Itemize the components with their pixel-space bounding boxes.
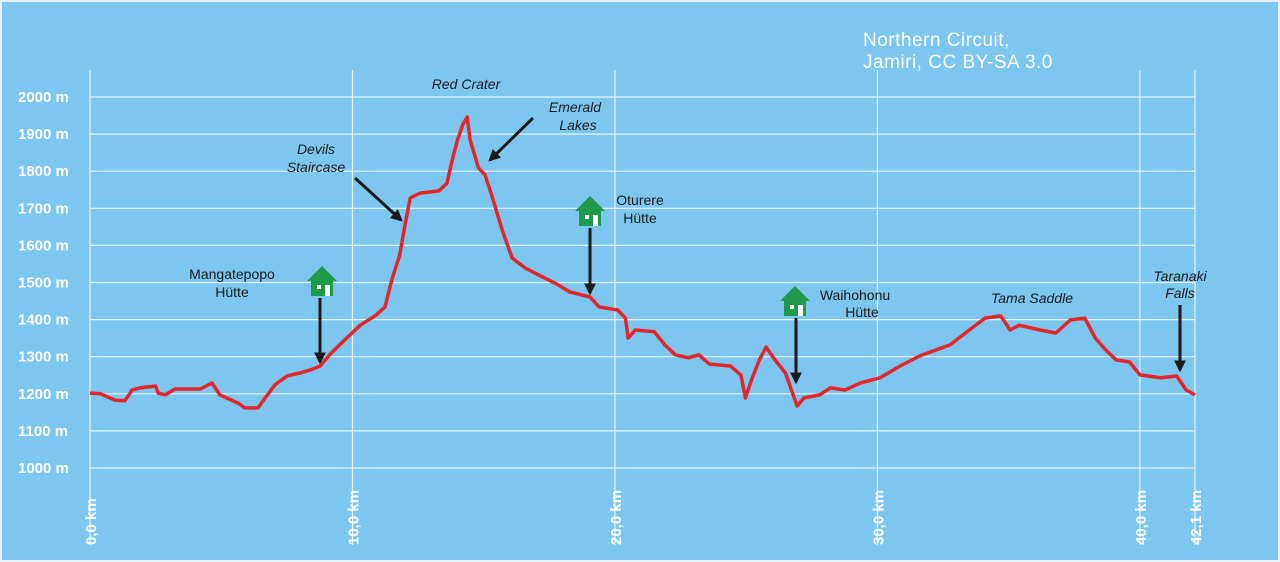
annotation: Waihohonu Hütte — [820, 287, 890, 320]
x-tick-label: 30,0 km — [870, 490, 887, 545]
arrow — [488, 116, 535, 162]
annotation-line: Falls — [1165, 285, 1195, 301]
annotation-line: Mangatepopo — [189, 266, 275, 282]
annotation-line: Staircase — [287, 159, 346, 175]
y-tick-label: 1500 m — [18, 275, 69, 292]
annotation: Tama Saddle — [991, 290, 1073, 306]
y-tick-label: 2000 m — [18, 89, 69, 106]
y-tick-label: 1000 m — [18, 460, 69, 477]
title-line: Northern Circuit, — [863, 30, 1010, 51]
annotation: Red Crater — [432, 76, 502, 92]
annotation: Mangatepopo Hütte — [189, 266, 275, 300]
y-tick-label: 1300 m — [18, 349, 69, 366]
grid — [89, 70, 1196, 545]
annotation-line: Lakes — [559, 117, 596, 133]
annotation: Devils Staircase — [287, 141, 346, 175]
y-tick-label: 1100 m — [18, 423, 68, 440]
annotation-line: Taranaki — [1153, 268, 1207, 284]
annotation-line: Hütte — [845, 304, 879, 320]
y-tick-label: 1800 m — [18, 163, 69, 180]
x-tick-label: 20,0 km — [608, 490, 625, 545]
annotation-line: Emerald — [549, 99, 602, 115]
annotation: Taranaki Falls — [1153, 268, 1207, 301]
annotation: Emerald Lakes — [549, 99, 602, 133]
elevation-line — [89, 115, 1196, 410]
x-tick-label: 40,0 km — [1133, 490, 1150, 545]
x-tick-label: 0,0 km — [83, 498, 100, 545]
annotations: Red Crater Emerald Lakes Devils Staircase … — [189, 76, 1207, 385]
annotation-line: Waihohonu — [820, 287, 890, 303]
annotation-line: Hütte — [215, 284, 249, 300]
annotation-line: Oturere — [616, 192, 664, 208]
title-line: Jamiri, CC BY-SA 3.0 — [863, 52, 1053, 73]
annotation: Oturere Hütte — [616, 192, 664, 226]
y-tick-label: 1200 m — [18, 386, 69, 403]
annotation-line: Hütte — [623, 210, 657, 226]
y-tick-label: 1900 m — [18, 126, 69, 143]
annotation-line: Devils — [297, 141, 335, 157]
y-tick-label: 1400 m — [18, 312, 69, 329]
y-tick-label: 1600 m — [18, 237, 69, 254]
x-tick-label: 42,1 km — [1188, 490, 1205, 545]
arrow — [353, 176, 403, 222]
y-tick-label: 1700 m — [18, 200, 69, 217]
x-tick-label: 10,0 km — [345, 490, 362, 545]
